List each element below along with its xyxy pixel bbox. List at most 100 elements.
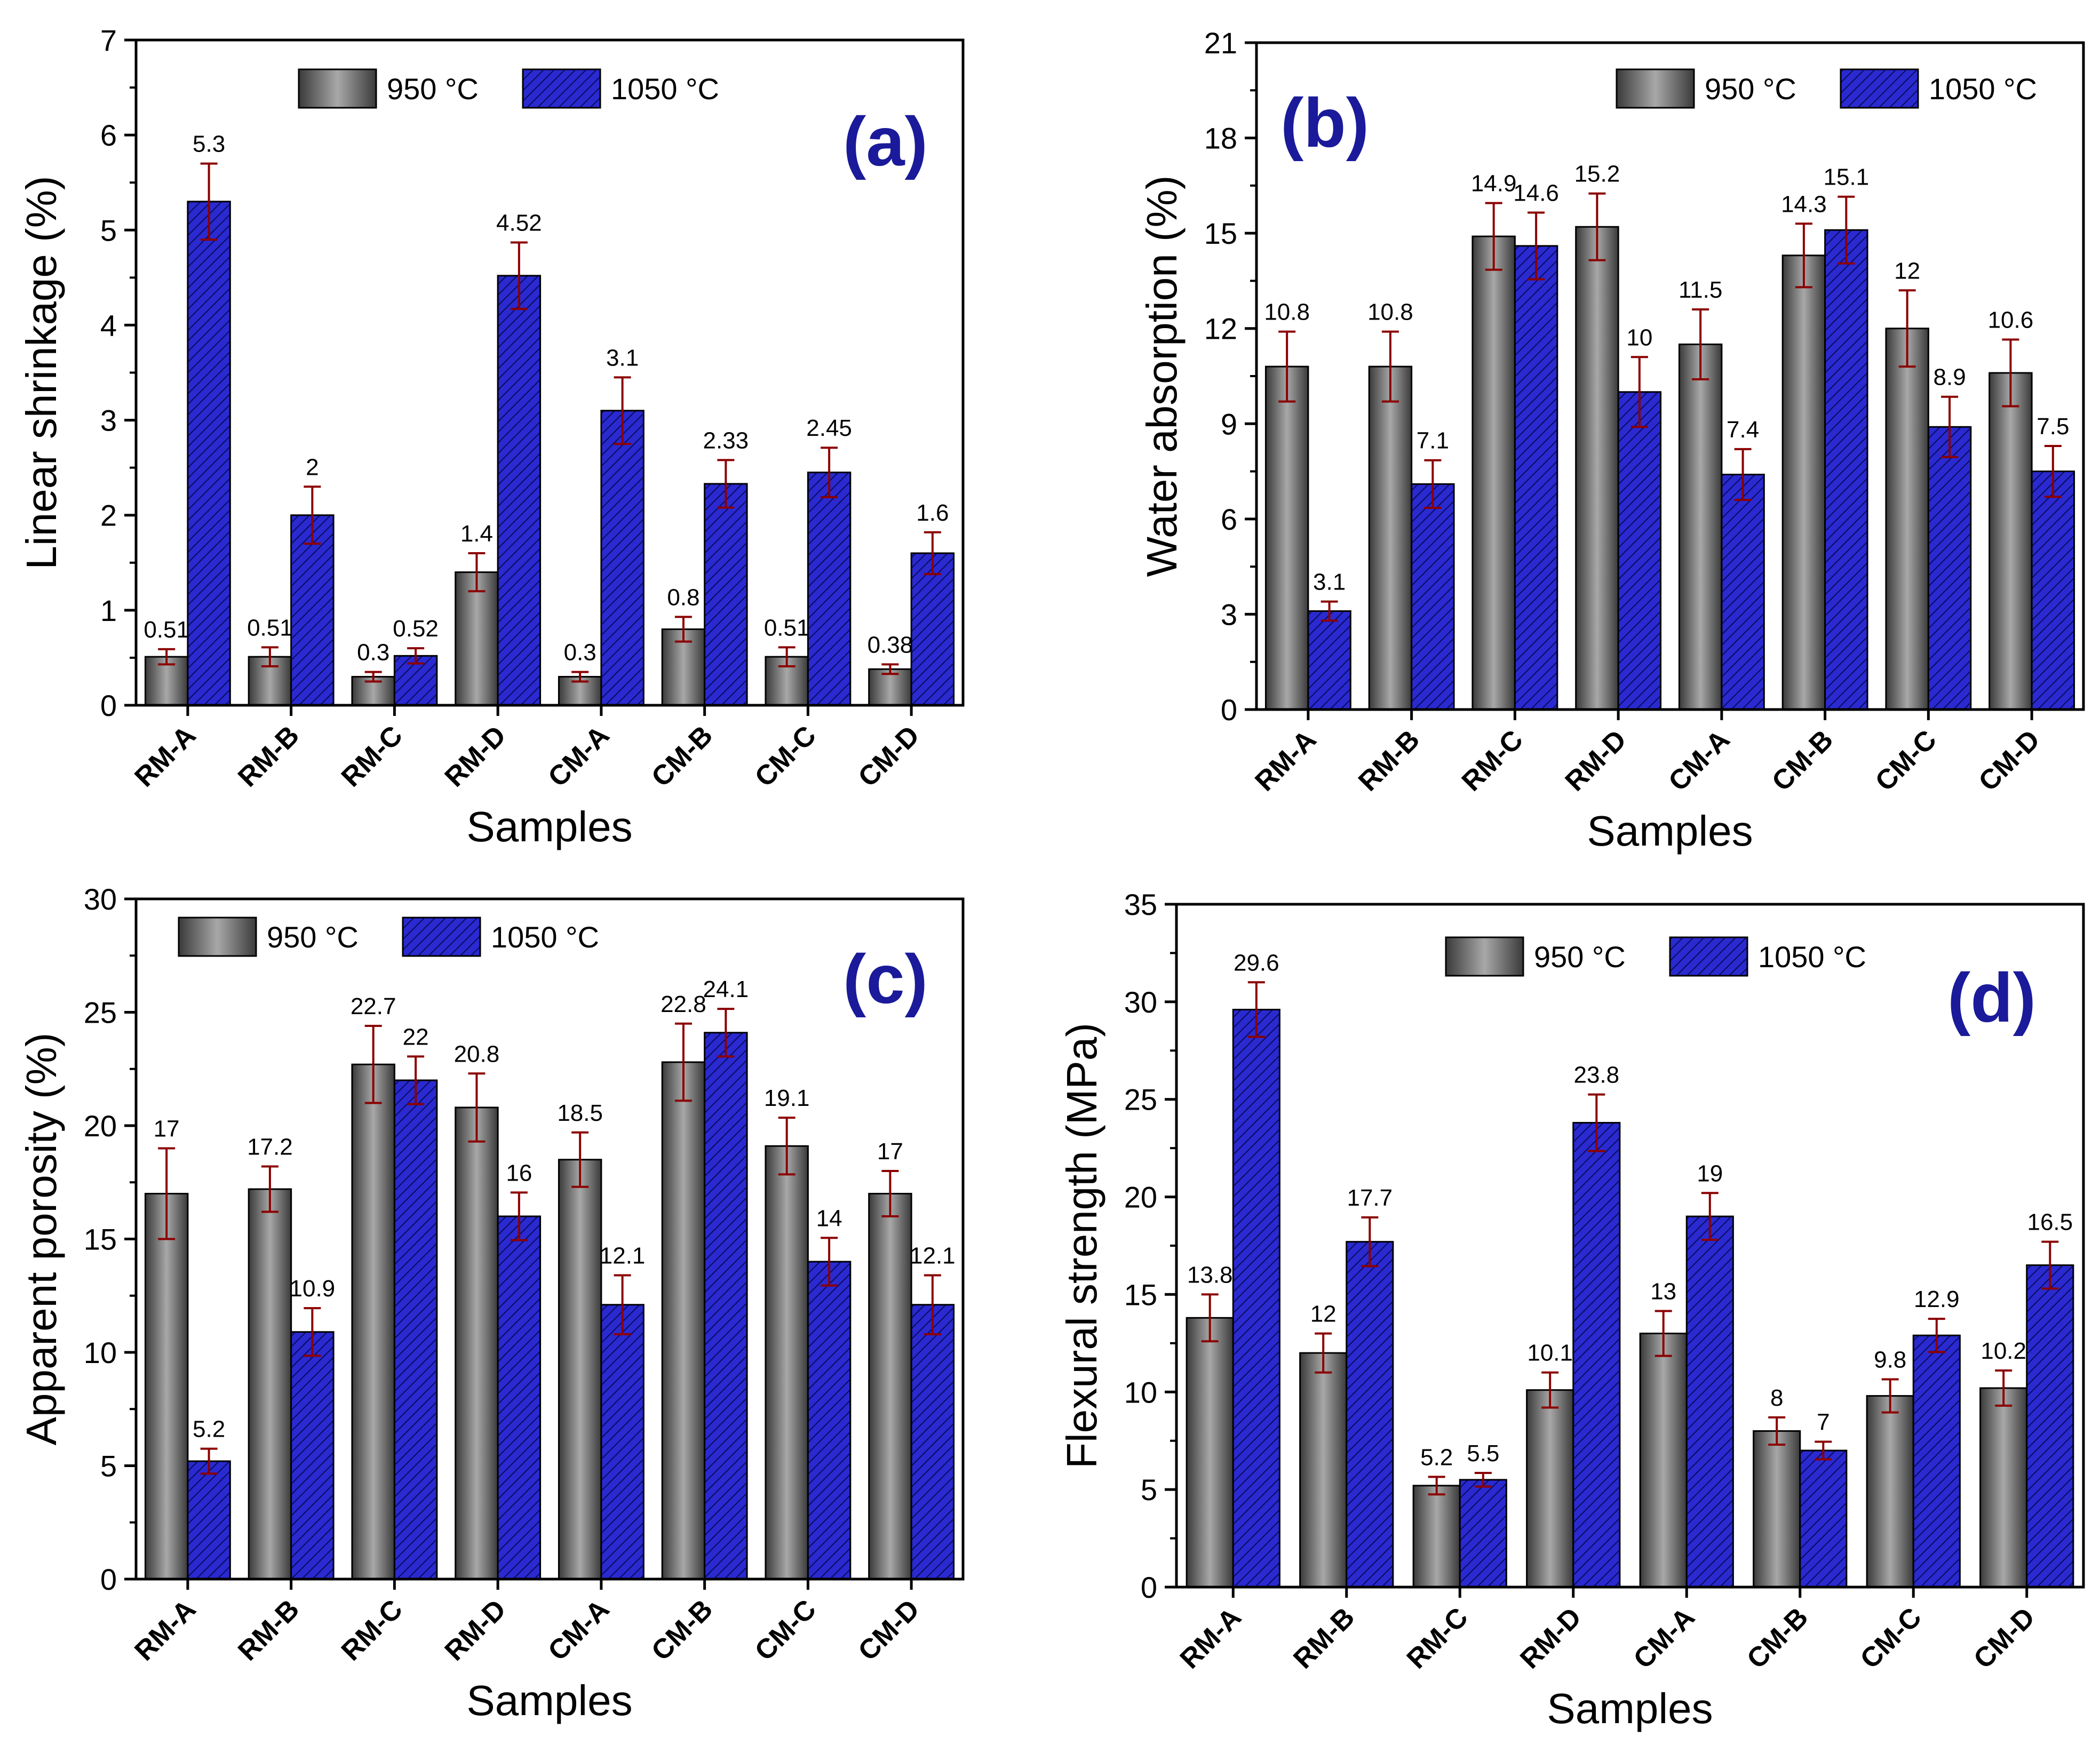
y-axis-title: Linear shrinkage (%) — [18, 176, 65, 569]
data-label: 23.8 — [1573, 1062, 1619, 1088]
bar-950-RM-C — [1471, 235, 1516, 711]
y-tick-label: 9 — [1221, 407, 1237, 441]
bar-1050-RM-C — [393, 1079, 438, 1580]
x-tick-label-CM-D: CM-D — [1973, 724, 2046, 797]
legend: 950 °C 1050 °C — [1445, 936, 1866, 977]
bar-1050-RM-A — [1232, 1008, 1280, 1588]
data-label: 13 — [1650, 1279, 1676, 1305]
bar-950-CM-D — [868, 1193, 912, 1580]
x-tick-label-CM-B: CM-B — [646, 720, 719, 793]
data-label: 17 — [154, 1116, 180, 1142]
data-label: 22.8 — [661, 991, 706, 1017]
x-tick-label-RM-A: RM-A — [129, 1593, 202, 1667]
legend-swatch-950 — [1616, 68, 1695, 109]
data-label: 14.6 — [1513, 180, 1559, 206]
bar-950-CM-C — [1885, 328, 1929, 711]
bar-1050-RM-D — [497, 275, 542, 706]
data-label: 8 — [1770, 1385, 1783, 1411]
bar-1050-RM-A — [187, 201, 231, 706]
panel-tag: (a) — [843, 102, 928, 180]
data-label: 8.9 — [1934, 364, 1966, 391]
bar-1050-CM-C — [1927, 426, 1972, 711]
data-label: 16.5 — [2027, 1209, 2073, 1236]
data-label: 14.9 — [1471, 171, 1517, 197]
data-label: 0.3 — [357, 640, 389, 666]
data-label: 7.4 — [1727, 417, 1759, 443]
y-axis-title: Water absorption (%) — [1138, 176, 1186, 577]
x-tick-label-RM-C: RM-C — [336, 720, 409, 793]
bar-1050-RM-B — [1346, 1241, 1394, 1588]
data-label: 10.8 — [1264, 299, 1310, 325]
data-label: 4.52 — [496, 210, 542, 236]
x-tick-label-RM-B: RM-B — [232, 1593, 305, 1667]
data-label: 17.2 — [247, 1134, 293, 1160]
data-label: 10 — [1626, 324, 1652, 350]
x-axis-title: Samples — [466, 803, 632, 850]
panel-b: 10.8 10.8 14.9 15.2 11.5 14.3 12 10.6 3.1 7.1 14.6… — [1138, 26, 2085, 855]
y-tick-label: 30 — [1124, 985, 1157, 1019]
y-tick-label: 0 — [1221, 693, 1237, 727]
y-tick-label: 10 — [84, 1336, 117, 1369]
y-tick-label: 0 — [100, 1563, 117, 1596]
data-label: 1.6 — [916, 500, 949, 526]
y-tick-label: 6 — [100, 118, 117, 152]
data-label: 22 — [403, 1024, 429, 1050]
bar-1050-RM-D — [1617, 391, 1662, 711]
y-tick-label: 6 — [1221, 503, 1237, 536]
data-label: 2.45 — [806, 415, 852, 441]
x-tick-label-RM-B: RM-B — [1353, 724, 1426, 797]
data-label: 15.1 — [1824, 164, 1870, 190]
data-label: 10.1 — [1527, 1340, 1573, 1366]
bar-950-RM-D — [1575, 226, 1619, 711]
legend: 950 °C 1050 °C — [1616, 68, 2037, 109]
x-axis-title: Samples — [466, 1677, 632, 1724]
data-label: 0.51 — [144, 617, 189, 643]
data-label: 11.5 — [1679, 277, 1722, 303]
data-label: 12.9 — [1914, 1286, 1960, 1312]
y-tick-label: 35 — [1124, 888, 1157, 921]
x-tick-label-RM-B: RM-B — [232, 720, 305, 793]
data-label: 2 — [306, 454, 319, 480]
data-label: 19.1 — [764, 1085, 810, 1111]
bar-950-CM-A — [1639, 1333, 1688, 1588]
x-axis-title: Samples — [1587, 807, 1753, 855]
y-tick-label: 21 — [1204, 26, 1237, 60]
bar-1050-RM-C — [1514, 245, 1558, 711]
x-tick-label-RM-D: RM-D — [439, 1593, 512, 1667]
data-label: 10.2 — [1980, 1338, 2026, 1364]
legend-label: 1050 °C — [1929, 72, 2037, 106]
bar-1050-CM-A — [1685, 1215, 1734, 1588]
x-tick-label-CM-B: CM-B — [1741, 1601, 1814, 1675]
x-tick-label-CM-A: CM-A — [542, 1593, 615, 1667]
bar-1050-RM-C — [1459, 1479, 1507, 1588]
legend-label: 950 °C — [1534, 940, 1626, 974]
bar-950-RM-D — [455, 1106, 499, 1580]
data-label: 12 — [1894, 258, 1920, 284]
legend-swatch-950 — [298, 68, 377, 109]
bar-950-RM-B — [248, 1188, 292, 1580]
legend-swatch-1050 — [1840, 68, 1919, 109]
panel-tag: (c) — [843, 940, 928, 1018]
y-tick-label: 0 — [1141, 1571, 1157, 1604]
bar-1050-CM-D — [910, 1304, 955, 1580]
x-tick-label-RM-C: RM-C — [1401, 1601, 1474, 1675]
data-label: 7 — [1817, 1409, 1829, 1436]
x-tick-label-CM-D: CM-D — [853, 720, 926, 793]
panel-c: 17 17.2 22.7 20.8 18.5 22.8 19.1 17 5.2 10.9 22 16 1… — [18, 882, 965, 1724]
bar-1050-RM-A — [187, 1460, 231, 1580]
data-label: 1.4 — [460, 521, 493, 547]
bar-1050-CM-A — [600, 410, 645, 706]
bar-1050-CM-D — [910, 552, 955, 706]
x-tick-label-CM-A: CM-A — [1628, 1601, 1701, 1675]
y-tick-label: 20 — [1124, 1181, 1157, 1214]
x-tick-label-CM-D: CM-D — [853, 1593, 926, 1667]
data-label: 3.1 — [1313, 569, 1346, 595]
panel-a: 0.51 0.51 0.3 1.4 0.3 0.8 0.51 0.38 5.3 2 0.52 4.52… — [18, 23, 965, 850]
y-tick-label: 18 — [1204, 122, 1237, 155]
panel-tag: (b) — [1280, 84, 1369, 162]
data-label: 29.6 — [1234, 950, 1279, 976]
data-label: 0.52 — [393, 616, 439, 642]
data-label: 16 — [506, 1160, 532, 1186]
data-label: 10.9 — [290, 1276, 336, 1302]
data-label: 17 — [877, 1138, 903, 1165]
